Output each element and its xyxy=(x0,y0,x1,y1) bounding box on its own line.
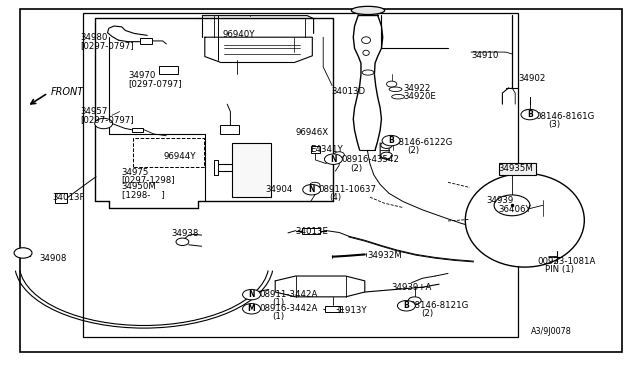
Text: FRONT: FRONT xyxy=(51,87,84,96)
Text: B: B xyxy=(527,110,532,119)
Text: 34932M: 34932M xyxy=(367,251,402,260)
Circle shape xyxy=(381,142,392,148)
Ellipse shape xyxy=(362,37,371,44)
Circle shape xyxy=(303,185,321,195)
Circle shape xyxy=(310,182,320,188)
Bar xyxy=(220,125,239,134)
Text: 34970: 34970 xyxy=(128,71,156,80)
Text: 08146-6122G: 08146-6122G xyxy=(393,138,452,147)
Text: 96946X: 96946X xyxy=(296,128,329,137)
Bar xyxy=(499,163,536,175)
Ellipse shape xyxy=(362,70,374,75)
Text: 34957: 34957 xyxy=(80,107,108,116)
Circle shape xyxy=(14,248,32,258)
Circle shape xyxy=(382,135,400,146)
Text: 34920E: 34920E xyxy=(403,92,436,101)
Text: B: B xyxy=(404,301,409,310)
Ellipse shape xyxy=(351,6,385,15)
Circle shape xyxy=(324,154,342,164)
Text: 08916-43542: 08916-43542 xyxy=(342,155,400,164)
Text: [0297-0797]: [0297-0797] xyxy=(80,41,134,50)
Text: 08916-3442A: 08916-3442A xyxy=(260,304,318,313)
Text: 34950M: 34950M xyxy=(122,182,156,191)
Circle shape xyxy=(397,301,415,311)
Text: B: B xyxy=(388,136,394,145)
Text: 34908: 34908 xyxy=(40,254,67,263)
Text: E4341Y: E4341Y xyxy=(310,145,342,154)
Text: 34980: 34980 xyxy=(80,33,108,42)
Bar xyxy=(83,13,518,337)
Text: N: N xyxy=(308,185,315,194)
Text: [0297-0797]: [0297-0797] xyxy=(128,79,182,88)
Circle shape xyxy=(494,195,530,216)
Bar xyxy=(311,146,320,153)
Text: (1): (1) xyxy=(273,312,285,321)
Bar xyxy=(325,306,340,312)
Text: 08146-8121G: 08146-8121G xyxy=(410,301,469,310)
Text: [0297-0797]: [0297-0797] xyxy=(80,115,134,124)
Text: M: M xyxy=(248,304,255,313)
Text: (4): (4) xyxy=(330,193,342,202)
Circle shape xyxy=(387,81,397,87)
Text: 34938: 34938 xyxy=(172,229,199,238)
Circle shape xyxy=(95,118,113,129)
Circle shape xyxy=(243,289,260,300)
Text: 34939+A: 34939+A xyxy=(392,283,432,292)
Text: 34904: 34904 xyxy=(266,185,293,194)
Text: 31913Y: 31913Y xyxy=(334,307,367,315)
Text: 34013F: 34013F xyxy=(52,193,85,202)
Text: 34013D: 34013D xyxy=(332,87,365,96)
Text: 34910: 34910 xyxy=(471,51,499,60)
Text: [1298-    ]: [1298- ] xyxy=(122,190,164,199)
Ellipse shape xyxy=(392,94,404,99)
Circle shape xyxy=(243,304,260,314)
Text: N: N xyxy=(330,155,337,164)
Ellipse shape xyxy=(363,50,369,55)
Ellipse shape xyxy=(465,173,584,267)
Text: 08911-3442A: 08911-3442A xyxy=(260,290,318,299)
Text: (2): (2) xyxy=(407,146,419,155)
Text: (2): (2) xyxy=(421,310,433,318)
Bar xyxy=(132,128,143,132)
Circle shape xyxy=(524,109,536,117)
Text: [0297-1298]: [0297-1298] xyxy=(122,176,175,185)
Bar xyxy=(159,66,178,74)
Text: (1): (1) xyxy=(273,298,285,307)
Text: 34902: 34902 xyxy=(518,74,546,83)
Text: 34939: 34939 xyxy=(486,196,514,205)
Text: 00923-1081A: 00923-1081A xyxy=(538,257,596,266)
Ellipse shape xyxy=(389,87,402,92)
Circle shape xyxy=(408,297,421,304)
Text: (3): (3) xyxy=(548,120,560,129)
Bar xyxy=(55,193,67,203)
Text: A3/9J0078: A3/9J0078 xyxy=(531,327,572,336)
Text: 96940Y: 96940Y xyxy=(223,31,255,39)
Text: 08911-10637: 08911-10637 xyxy=(319,185,377,194)
Bar xyxy=(302,228,320,234)
Text: 34013E: 34013E xyxy=(296,227,329,236)
Text: 34935M: 34935M xyxy=(498,164,532,173)
Text: PIN (1): PIN (1) xyxy=(545,265,574,274)
Text: 34975: 34975 xyxy=(122,168,149,177)
Text: (2): (2) xyxy=(351,164,363,173)
Circle shape xyxy=(521,109,539,120)
Text: 36406Y: 36406Y xyxy=(498,205,531,214)
Circle shape xyxy=(381,152,392,159)
Text: N: N xyxy=(248,290,255,299)
Text: 96944Y: 96944Y xyxy=(164,153,196,161)
Text: 34922: 34922 xyxy=(403,84,431,93)
Bar xyxy=(232,143,271,197)
Text: 08146-8161G: 08146-8161G xyxy=(535,112,595,121)
Circle shape xyxy=(334,152,344,158)
Bar xyxy=(140,38,152,44)
Circle shape xyxy=(176,238,189,246)
